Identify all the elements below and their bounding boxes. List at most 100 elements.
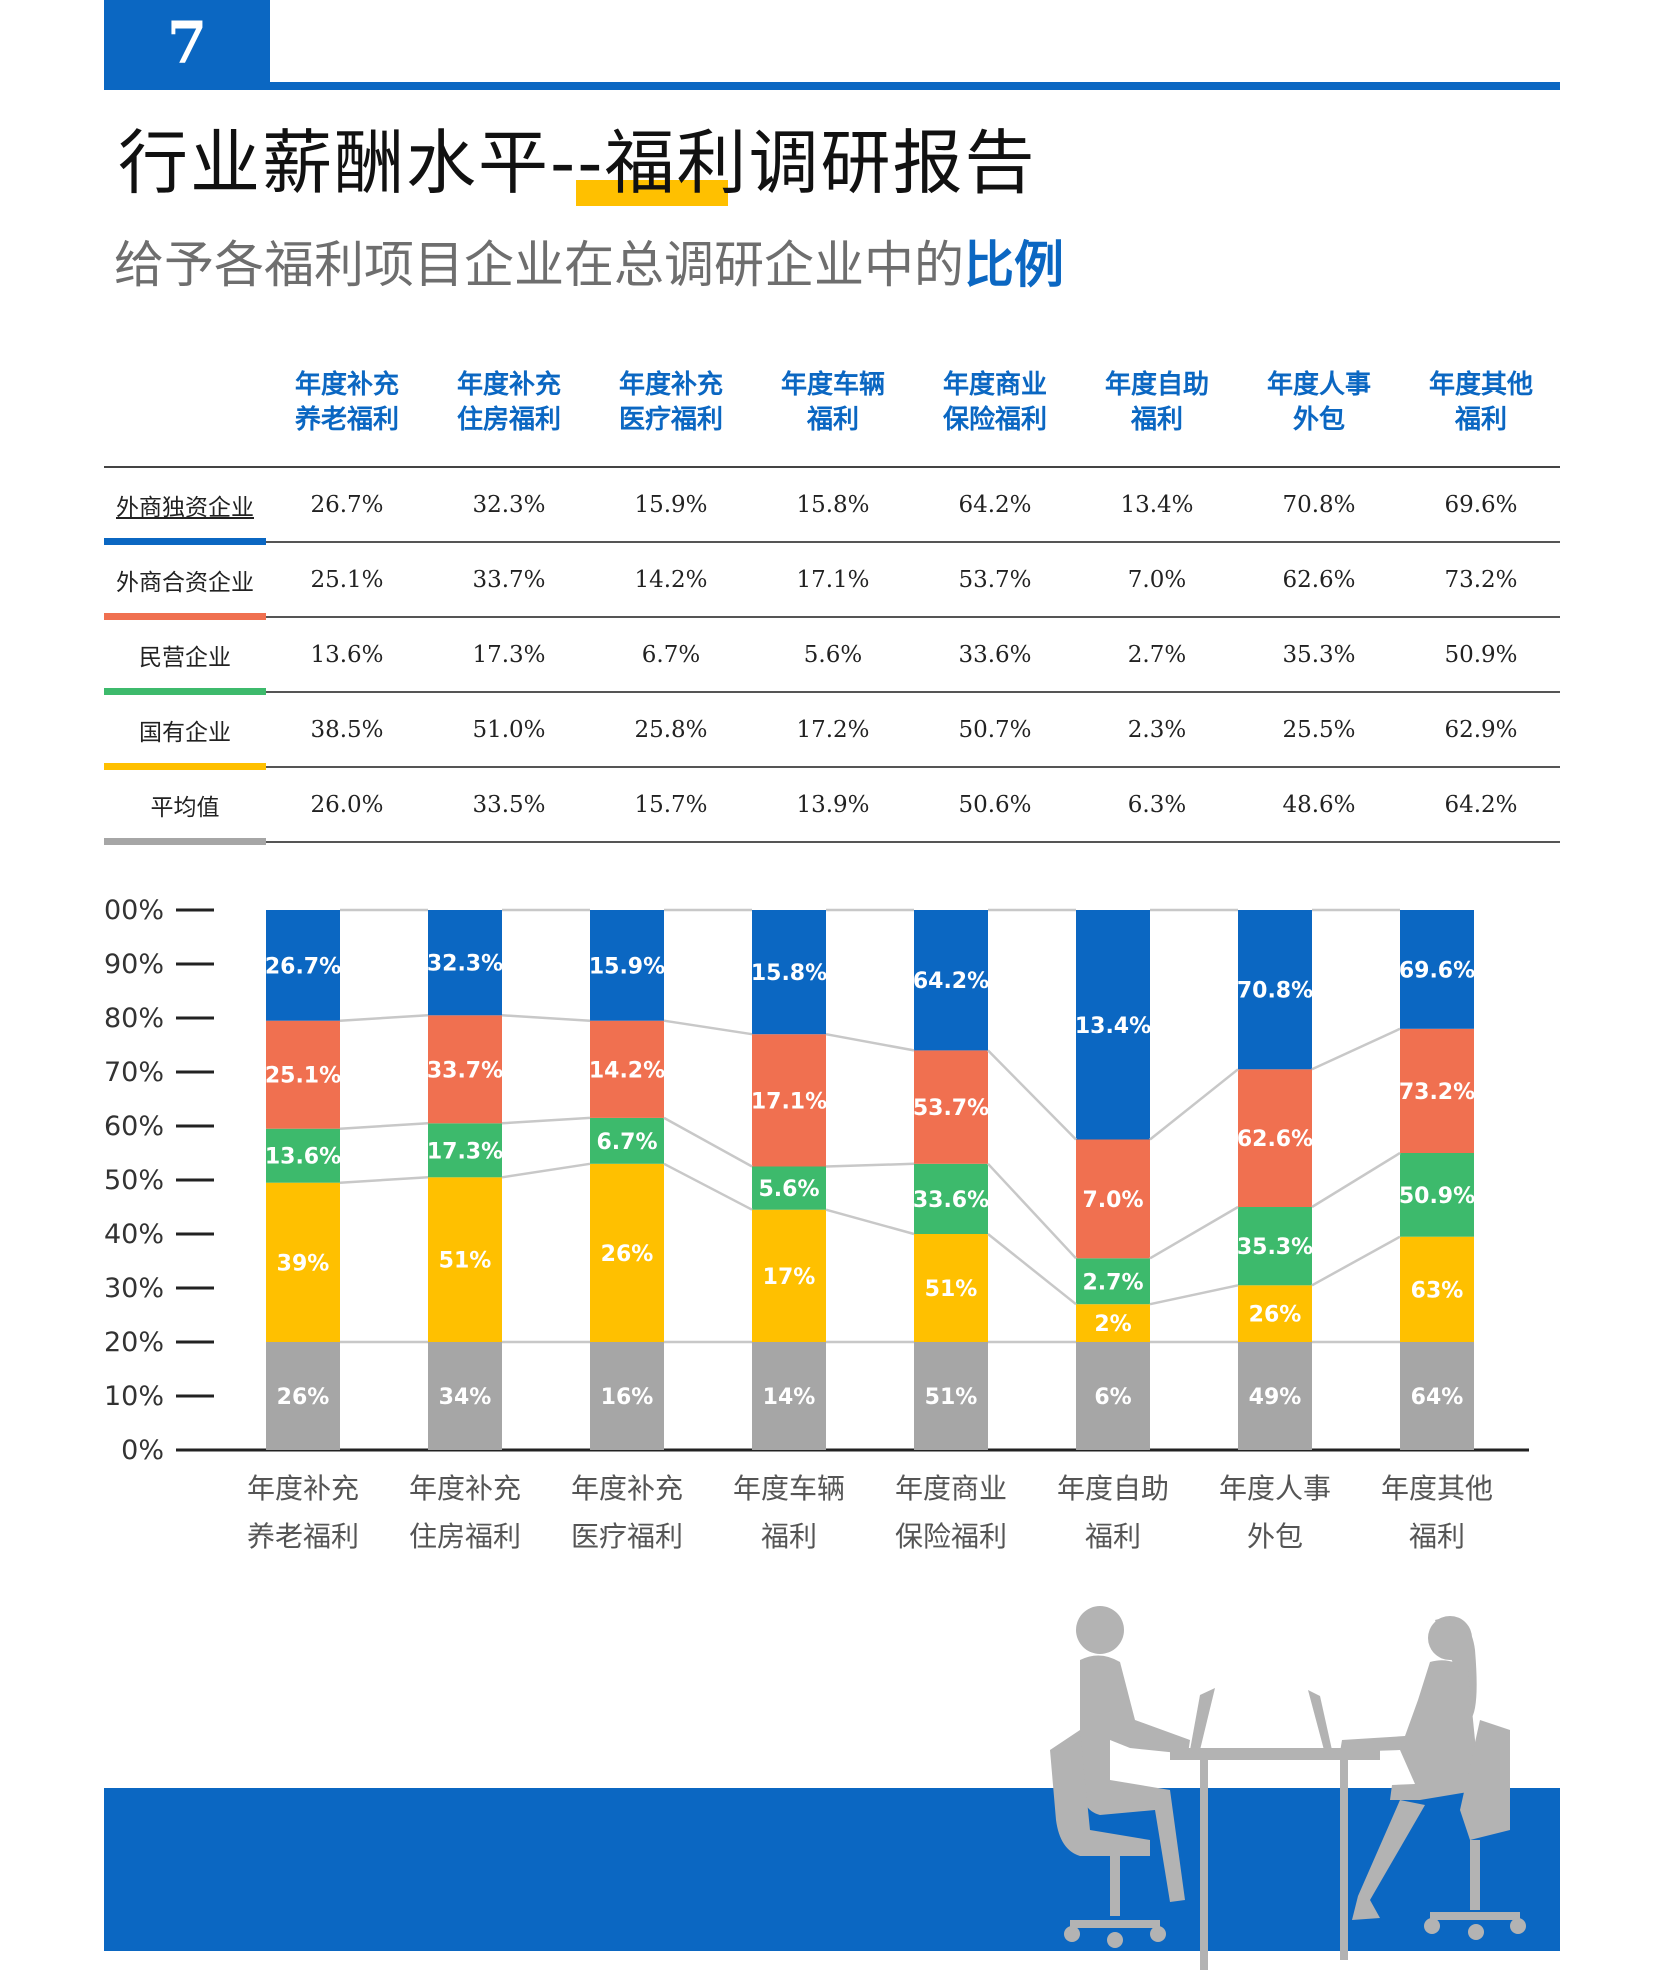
connector-line: [663, 1019, 753, 1036]
bar-value-label: 25.1%: [265, 1064, 341, 1089]
bar-segment: [1400, 1028, 1474, 1153]
x-category-label: 年度自助: [1057, 1472, 1169, 1505]
table-cell: 64.2%: [958, 491, 1032, 518]
bar-value-label: 35.3%: [1237, 1235, 1313, 1260]
bar-value-label: 7.0%: [1082, 1188, 1143, 1213]
connector-line: [825, 1208, 915, 1236]
table-body: 外商独资企业 26.7% 32.3% 15.9% 15.8% 64.2% 13.4% 70.8…: [104, 468, 1560, 845]
bar-value-label: 17.1%: [751, 1089, 827, 1114]
row-color-swatch: [104, 688, 266, 695]
header-line: 年度补充: [294, 370, 399, 400]
connector-line: [1149, 1205, 1239, 1260]
header-line: 保险福利: [942, 405, 1047, 435]
bar-value-label: 39%: [277, 1251, 330, 1276]
bar-segment: [1400, 1153, 1474, 1237]
bar-segment: [266, 910, 340, 1021]
y-tick-label: 10%: [104, 1381, 164, 1412]
row-label: 平均值: [104, 768, 266, 841]
row-label: 民营企业: [104, 618, 266, 691]
row-label-text: 外商独资企业: [116, 494, 254, 521]
table-cell: 17.1%: [796, 566, 870, 593]
row-label-text: 外商合资企业: [116, 569, 254, 596]
y-tick-label: 80%: [104, 1003, 164, 1034]
table-cell: 33.7%: [472, 566, 546, 593]
bar-segment: [752, 1342, 826, 1450]
bar-value-label: 33.6%: [913, 1188, 989, 1213]
table-cell: 25.1%: [310, 566, 384, 593]
table-cell: 15.8%: [796, 491, 870, 518]
y-tick-label: 70%: [104, 1057, 164, 1088]
row-label: 外商独资企业: [104, 468, 266, 541]
bar-segment: [266, 1182, 340, 1342]
header-line: 养老福利: [294, 405, 399, 435]
bar-value-label: 50.9%: [1399, 1184, 1475, 1209]
bar-value-label: 70.8%: [1237, 979, 1313, 1004]
bar-value-label: 17%: [763, 1265, 816, 1290]
bar-segment: [914, 1234, 988, 1342]
bar-segment: [752, 1209, 826, 1342]
bar-segment: [914, 1342, 988, 1450]
connector-line: [501, 1116, 591, 1125]
x-category-label: 住房福利: [409, 1520, 521, 1553]
table-cell: 13.4%: [1120, 491, 1194, 518]
bar-value-label: 26%: [1249, 1303, 1302, 1328]
bar-value-label: 16%: [601, 1385, 654, 1410]
y-tick-label: 40%: [104, 1219, 164, 1250]
subtitle: 给予各福利项目企业在总调研企业中的比例: [114, 230, 1064, 300]
bar-segment: [1076, 1304, 1150, 1342]
row-color-swatch: [104, 613, 266, 620]
table-cell: 70.8%: [1282, 491, 1356, 518]
title-highlight: [576, 180, 728, 206]
row-color-swatch: [104, 838, 266, 845]
table-cell: 33.5%: [472, 791, 546, 818]
y-tick-label: 50%: [104, 1165, 164, 1196]
bar-segment: [914, 1050, 988, 1164]
y-tick-label: 20%: [104, 1327, 164, 1358]
bar-segment: [266, 1020, 340, 1129]
table-cell: 6.3%: [1127, 791, 1187, 818]
subtitle-text: 给予各福利项目企业在总调研企业中的: [114, 236, 964, 294]
connector-line: [339, 1122, 429, 1130]
bar-segment: [590, 910, 664, 1021]
header-line: 年度补充: [618, 370, 723, 400]
table-cell: 25.8%: [634, 716, 708, 743]
table-cell: 73.2%: [1444, 566, 1518, 593]
bar-value-label: 2.7%: [1082, 1270, 1143, 1295]
bar-value-label: 51%: [925, 1385, 978, 1410]
row-label-text: 平均值: [150, 794, 220, 821]
bar-value-label: 15.9%: [589, 954, 665, 979]
table-cell: 50.6%: [958, 791, 1032, 818]
header-line: 年度补充: [456, 370, 561, 400]
connector-line: [1311, 1027, 1401, 1071]
bar-segment: [1238, 1069, 1312, 1207]
table-header: 年度自助 福利: [1076, 368, 1238, 438]
bar-segment: [1400, 910, 1474, 1029]
bar-segment: [266, 1128, 340, 1183]
header-rule: [104, 82, 1560, 90]
bar-segment: [590, 1163, 664, 1342]
bar-segment: [266, 1342, 340, 1450]
y-tick-label: 100%: [104, 895, 164, 926]
bar-segment: [1238, 910, 1312, 1070]
connector-line: [1311, 1151, 1401, 1209]
bar-value-label: 63%: [1411, 1278, 1464, 1303]
table-cell: 15.7%: [634, 791, 708, 818]
table-cell: 15.9%: [634, 491, 708, 518]
bar-segment: [914, 1163, 988, 1234]
row-color-swatch: [104, 763, 266, 770]
table-header: 年度其他 福利: [1400, 368, 1562, 438]
table-cell: 62.6%: [1282, 566, 1356, 593]
bar-value-label: 6%: [1094, 1385, 1131, 1410]
connector-line: [987, 1162, 1077, 1260]
bar-segment: [1076, 910, 1150, 1140]
y-tick-label: 0%: [121, 1435, 164, 1466]
connector-line: [1311, 1235, 1401, 1287]
table-cell: 6.7%: [641, 641, 701, 668]
bar-segment: [428, 1342, 502, 1450]
bar-segment: [590, 1020, 664, 1118]
table-cell: 53.7%: [958, 566, 1032, 593]
table-cell: 2.3%: [1127, 716, 1187, 743]
table-cell: 35.3%: [1282, 641, 1356, 668]
header-line: 外包: [1292, 405, 1345, 435]
x-category-label: 福利: [1085, 1520, 1141, 1553]
